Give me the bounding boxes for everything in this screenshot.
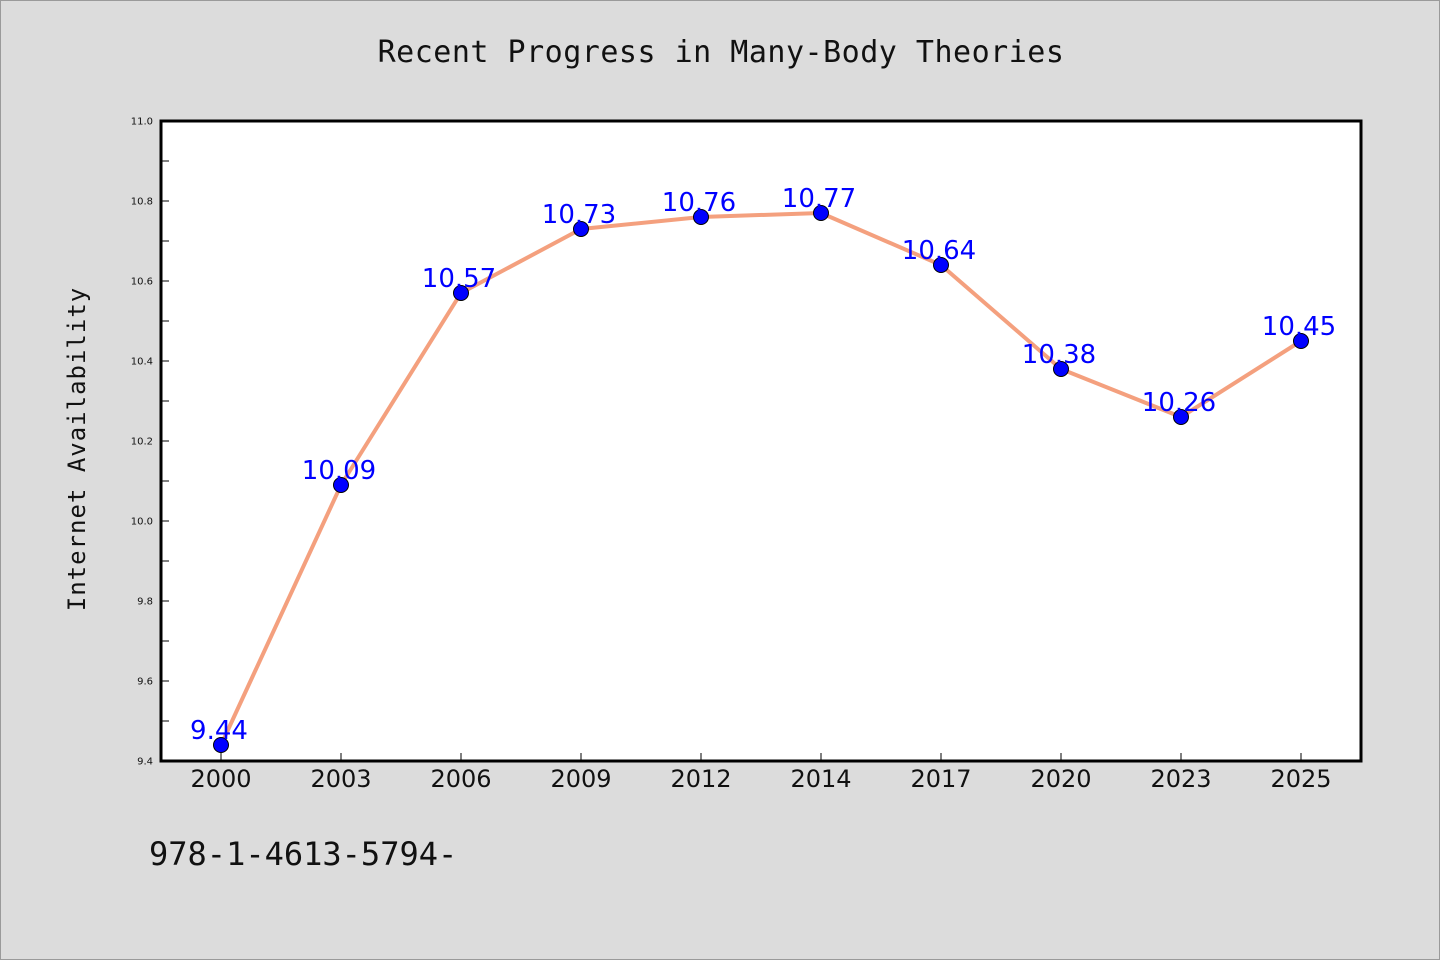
series-layer [213,205,1309,753]
data-point [813,205,829,221]
y-tick-label: 11.0 [131,117,153,128]
x-tick-label: 2020 [1030,765,1091,793]
data-label: 10.64 [902,236,976,266]
x-tick-label: 2014 [790,765,851,793]
x-tick-label: 2025 [1270,765,1331,793]
data-point [1173,409,1189,425]
data-label: 9.44 [190,716,248,746]
data-point [453,285,469,301]
footer-note: 978-1-4613-5794- [149,835,458,873]
data-point [213,737,229,753]
data-label: 10.57 [422,264,496,294]
data-label: 10.38 [1022,340,1096,370]
data-label: 10.09 [302,456,376,486]
y-tick-label: 9.6 [137,677,153,688]
data-label: 10.77 [782,184,856,214]
plot-area [159,119,1363,763]
data-point [333,477,349,493]
data-point [573,221,589,237]
x-tick-label: 2009 [550,765,611,793]
y-axis: 9.4 9.6 9.8 10.0 10.2 10.4 10.6 10.8 11.0 [131,117,169,768]
data-point [1293,333,1309,349]
x-tick-label: 2003 [310,765,371,793]
y-tick-label: 10.6 [131,277,153,288]
chart-title: Recent Progress in Many-Body Theories [377,35,1065,70]
data-label: 10.73 [542,200,616,230]
x-tick-label: 2012 [670,765,731,793]
y-tick-label: 10.0 [131,517,153,528]
data-point [693,209,709,225]
x-tick-label: 2006 [430,765,491,793]
y-tick-label: 10.8 [131,197,153,208]
x-tick-label: 2000 [190,765,251,793]
data-label-layer: 9.44 10.09 10.57 10.73 10.76 10.77 10.64 10.38 1… [190,184,1336,746]
series-line [219,211,1303,747]
data-point [933,257,949,273]
y-tick-label: 10.2 [131,437,153,448]
x-tick-label: 2023 [1150,765,1211,793]
y-tick-label: 9.8 [137,597,153,608]
y-tick-label: 10.4 [131,357,153,368]
x-axis: 2000 2003 2006 2009 2012 2014 2017 2020 2023 2025 [190,753,1332,793]
y-tick-label: 9.4 [137,757,153,768]
x-tick-label: 2017 [910,765,971,793]
data-label: 10.76 [662,188,736,218]
data-label: 10.45 [1262,312,1336,342]
data-label: 10.26 [1142,388,1216,418]
data-point [1053,361,1069,377]
